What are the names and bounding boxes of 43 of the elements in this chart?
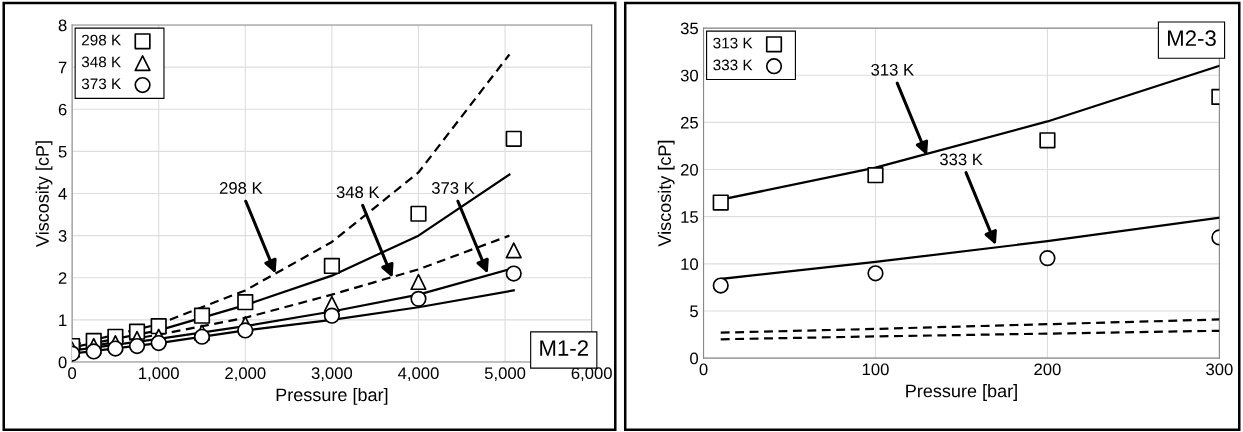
legend-label: 313 K [713,37,753,49]
x-axis-title: Pressure [bar] [906,384,1017,401]
y-tick-label: 7 [58,61,67,74]
annotation: 333 K [939,153,983,166]
y-tick-label: 6 [58,103,67,116]
legend-label: 348 K [81,56,122,68]
annotation: 313 K [871,63,914,76]
y-tick-label: 2 [58,272,67,284]
legend-label: 373 K [81,78,122,90]
y-axis-title: Viscosity [cP] [35,141,53,247]
y-tick-label: 5 [58,145,67,158]
y-tick-label: 20 [680,163,699,176]
y-tick-label: 8 [58,19,67,32]
annotation: M2-3 [1168,30,1216,47]
y-tick-label: 3 [58,230,67,242]
x-tick-label: 6,000 [571,367,612,382]
annotation: 348 K [336,186,380,199]
annotation: 298 K [219,182,263,194]
y-tick-label: 5 [690,305,698,318]
y-axis-title: Viscosity [cP] [657,140,675,247]
x-tick-label: 200 [1034,363,1061,376]
legend-label: 298 K [82,34,122,46]
y-tick-label: 0 [690,352,699,365]
x-tick-label: 1,000 [139,367,179,382]
y-tick-label: 4 [58,188,67,200]
x-tick-label: 4,000 [398,367,439,382]
x-tick-label: 0 [68,367,77,380]
y-tick-label: 25 [680,116,698,129]
x-axis-title: Pressure [bar] [276,387,388,405]
x-tick-label: 100 [862,363,889,376]
y-tick-label: 1 [59,314,67,326]
x-tick-label: 300 [1206,363,1233,376]
y-tick-label: 10 [681,258,699,271]
x-tick-label: 0 [699,363,708,376]
x-tick-label: 5,000 [484,367,526,382]
legend-label: 333 K [713,59,753,71]
y-tick-label: 30 [680,69,699,82]
annotation: M1-2 [540,340,588,356]
x-tick-label: 2,000 [225,367,266,382]
y-tick-label: 15 [681,211,698,223]
x-tick-label: 3,000 [311,367,353,382]
annotation: 373 K [431,182,475,194]
y-tick-label: 35 [680,22,698,35]
